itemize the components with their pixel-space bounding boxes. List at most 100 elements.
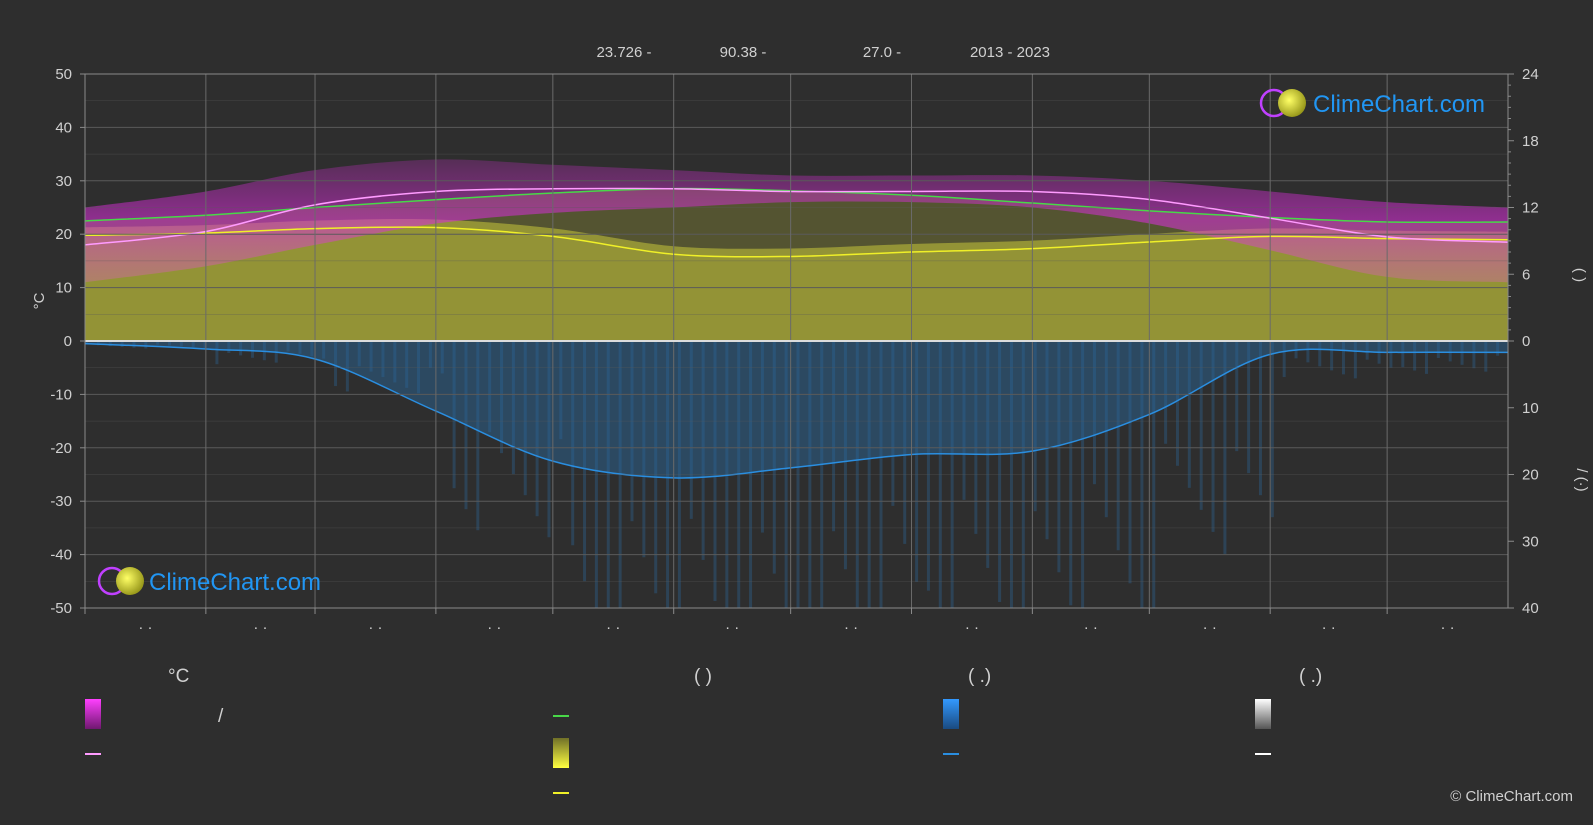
rain-streak	[1045, 341, 1049, 540]
month-label: · ·	[725, 619, 739, 636]
left-tick-label: 40	[55, 119, 72, 136]
legend: °C / ( ) ( .) ( .)	[85, 666, 1322, 794]
rain-streak	[630, 341, 634, 522]
precipitation-area	[85, 341, 1508, 478]
rain-streak	[1306, 341, 1310, 363]
month-label: · ·	[1203, 619, 1217, 636]
rain-streak	[440, 341, 444, 374]
month-label: · ·	[965, 619, 979, 636]
rain-streak	[1258, 341, 1262, 496]
logo-sun-icon	[116, 567, 144, 595]
rain-streak	[559, 341, 563, 440]
left-tick-label: 0	[64, 333, 72, 350]
rain-streak	[760, 341, 764, 533]
latitude-text: 23.726 -	[596, 44, 651, 61]
rain-streak	[1104, 341, 1108, 518]
legend-col4-head: ( .)	[1299, 666, 1322, 687]
rain-streak	[1057, 341, 1061, 573]
rain-streak	[357, 341, 361, 367]
month-label: · ·	[844, 619, 858, 636]
rain-streak	[203, 341, 207, 348]
rain-streak	[251, 341, 255, 358]
right-top-tick-label: 0	[1522, 333, 1530, 350]
rain-streak	[1033, 341, 1037, 512]
logo-bottom: ClimeChart.com	[97, 566, 321, 596]
years-text: 2013 - 2023	[970, 44, 1050, 61]
rain-streak	[689, 341, 693, 519]
rain-streak	[452, 341, 456, 489]
rain-streak	[1164, 341, 1168, 444]
rain-streak	[417, 341, 421, 394]
copyright-text: © ClimeChart.com	[1450, 788, 1573, 805]
logo-sun-icon	[1278, 89, 1306, 117]
rain-streak	[915, 341, 919, 582]
rain-streak	[322, 341, 326, 359]
right-top-tick-label: 18	[1522, 133, 1539, 150]
month-label: · ·	[138, 619, 152, 636]
rain-streak	[1069, 341, 1073, 606]
rain-streak	[1424, 341, 1428, 374]
rain-streak	[998, 341, 1002, 602]
temperature-range-band	[85, 159, 1508, 283]
right-top-axis-label: ( )	[1571, 268, 1588, 282]
rain-streak	[108, 341, 112, 347]
right-bottom-tick-label: 20	[1522, 467, 1539, 484]
rain-streak	[654, 341, 658, 594]
rain-streak	[286, 341, 290, 352]
rain-streak	[535, 341, 539, 517]
logo-text: ClimeChart.com	[1313, 91, 1485, 118]
rain-streak	[476, 341, 480, 531]
rain-streak	[1199, 341, 1203, 510]
longitude-text: 90.38 -	[720, 44, 767, 61]
rain-streak	[96, 341, 100, 346]
rain-streak	[310, 341, 314, 357]
month-label: · ·	[487, 619, 501, 636]
rain-streak	[1175, 341, 1179, 466]
legend-col3-head: ( .)	[968, 666, 991, 687]
legend-sunshine-swatch	[553, 738, 569, 768]
rain-streak	[144, 341, 148, 349]
rain-streak	[1389, 341, 1393, 368]
left-tick-label: 20	[55, 226, 72, 243]
rain-streak	[1092, 341, 1096, 485]
rain-streak	[85, 341, 88, 345]
left-tick-label: -50	[50, 600, 72, 617]
rain-streak	[215, 341, 219, 365]
rain-streak	[239, 341, 243, 356]
rain-streak	[962, 341, 966, 500]
right-bottom-tick-label: 30	[1522, 533, 1539, 550]
rain-streak	[227, 341, 231, 354]
rain-streak	[488, 341, 492, 433]
rain-streak	[298, 341, 302, 354]
rain-streak	[1128, 341, 1132, 584]
rain-streak	[926, 341, 930, 591]
left-tick-label: -20	[50, 440, 72, 457]
elevation-text: 27.0 -	[863, 44, 901, 61]
rain-streak	[1436, 341, 1440, 359]
rain-streak	[974, 341, 978, 534]
month-label: · ·	[606, 619, 620, 636]
rain-streak	[120, 341, 124, 347]
month-label: · ·	[368, 619, 382, 636]
left-tick-label: -10	[50, 386, 72, 403]
right-bottom-tick-label: 10	[1522, 400, 1539, 417]
rain-streak	[369, 341, 373, 372]
right-bottom-tick-label: 40	[1522, 600, 1539, 617]
legend-temp-range-swatch	[85, 699, 101, 729]
rain-streak	[345, 341, 349, 392]
rain-streak	[1448, 341, 1452, 362]
left-axis-label: °C	[31, 292, 48, 309]
daylight-area	[85, 188, 1508, 341]
rain-streak	[1341, 341, 1345, 375]
rain-streak	[428, 341, 432, 369]
rain-streak	[156, 341, 160, 345]
rain-streak	[405, 341, 409, 388]
rain-streak	[642, 341, 646, 558]
rain-streak	[1211, 341, 1215, 532]
right-bottom-axis-label: / (·)	[1573, 468, 1590, 491]
rain-streak	[1235, 341, 1239, 452]
rain-streak	[1472, 341, 1476, 369]
legend-rain-swatch	[943, 699, 959, 729]
